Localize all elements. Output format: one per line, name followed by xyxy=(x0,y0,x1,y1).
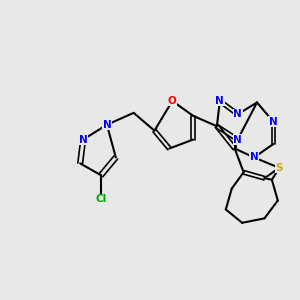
Text: N: N xyxy=(269,117,278,127)
Text: N: N xyxy=(233,135,242,145)
Text: N: N xyxy=(215,96,224,106)
Text: N: N xyxy=(79,135,88,145)
Text: S: S xyxy=(275,163,283,173)
Text: O: O xyxy=(168,96,177,106)
Text: N: N xyxy=(103,120,111,130)
Text: Cl: Cl xyxy=(95,194,106,204)
Text: N: N xyxy=(250,152,258,162)
Text: N: N xyxy=(233,109,242,119)
